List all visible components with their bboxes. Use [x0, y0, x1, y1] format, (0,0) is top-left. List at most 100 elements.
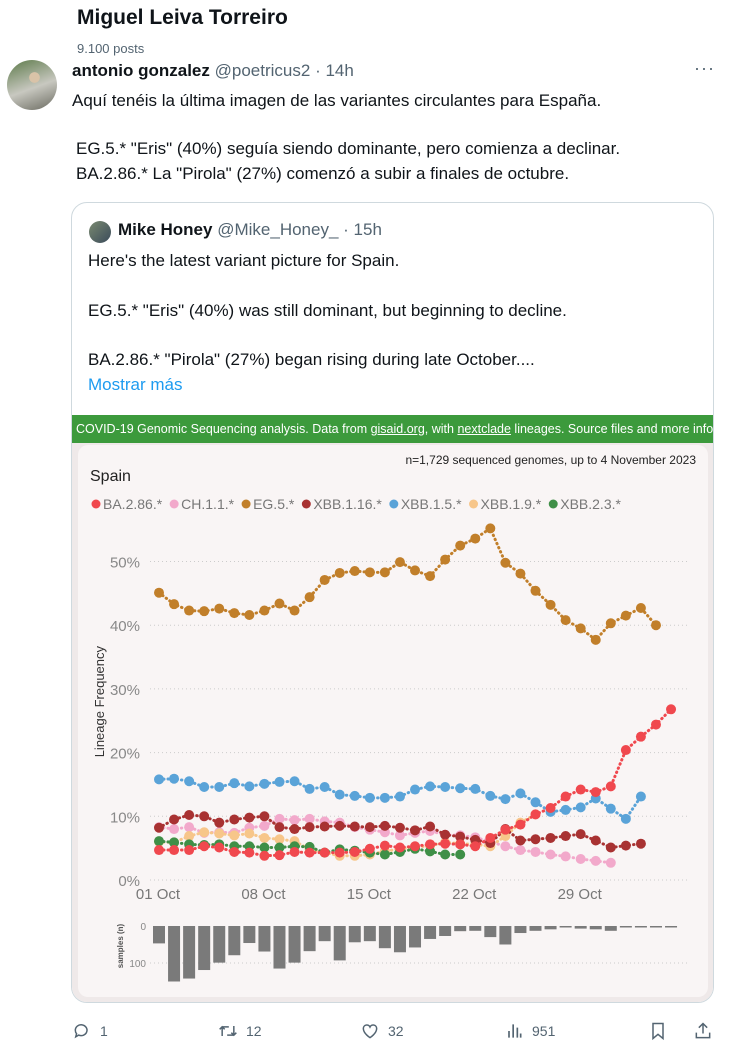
quote-author-name[interactable]: Mike Honey: [118, 220, 213, 239]
data-point: [485, 790, 496, 801]
series-line: [157, 839, 462, 857]
x-tick-label: 01 Oct: [136, 886, 181, 903]
quote-text-line: EG.5.* "Eris" (40%) was still dominant, …: [88, 301, 567, 320]
data-point: [154, 822, 164, 833]
quote-header: Mike Honey @Mike_Honey_ · 15h: [118, 220, 382, 240]
sample-bar: [318, 926, 331, 942]
data-point: [440, 829, 451, 840]
data-point: [425, 846, 436, 857]
reply-button[interactable]: 1: [72, 1021, 108, 1041]
tweet-header: antonio gonzalez @poetricus2 · 14h: [72, 61, 354, 81]
data-point: [364, 843, 375, 854]
y-tick-label: 0%: [118, 873, 140, 890]
data-point: [229, 778, 240, 789]
data-point: [575, 623, 586, 634]
data-point: [545, 832, 556, 843]
data-point: [229, 814, 240, 825]
gisaid-link: gisaid.org: [370, 422, 425, 436]
data-point: [199, 841, 210, 852]
data-point: [289, 824, 300, 835]
legend-label: XBB.1.16.*: [313, 496, 382, 512]
show-more-link[interactable]: Mostrar más: [88, 375, 183, 394]
author-name[interactable]: antonio gonzalez: [72, 61, 210, 80]
data-point: [214, 828, 225, 839]
data-point: [650, 719, 661, 730]
data-point: [169, 599, 180, 610]
quote-time[interactable]: · 15h: [343, 220, 382, 239]
data-point: [410, 825, 421, 836]
data-point: [605, 781, 616, 792]
data-point: [394, 557, 405, 568]
data-point: [364, 792, 375, 803]
views-button[interactable]: 951: [504, 1021, 555, 1041]
tweet-text-line: Aquí tenéis la última imagen de las vari…: [72, 91, 602, 110]
share-button[interactable]: [693, 1021, 713, 1041]
quoted-tweet[interactable]: Mike Honey @Mike_Honey_ · 15h Here's the…: [71, 202, 714, 1003]
data-point: [199, 781, 210, 792]
data-point: [635, 838, 646, 849]
data-point: [394, 822, 405, 833]
profile-name: Miguel Leiva Torreiro: [77, 6, 288, 29]
data-point: [620, 813, 631, 824]
series-line: [157, 526, 658, 642]
data-point: [515, 835, 526, 846]
series-line: [157, 813, 643, 850]
repost-button[interactable]: 12: [218, 1021, 262, 1041]
quote-author-handle[interactable]: @Mike_Honey_: [217, 220, 339, 239]
data-point: [635, 603, 646, 614]
reply-count: 1: [100, 1023, 108, 1039]
tweet-time[interactable]: · 14h: [315, 61, 354, 80]
y-tick-label: 30%: [110, 682, 140, 699]
data-point: [244, 610, 255, 621]
sample-bar: [348, 926, 361, 943]
sample-bar: [228, 926, 241, 956]
x-tick-label: 15 Oct: [347, 886, 392, 903]
data-point: [515, 568, 526, 579]
data-point: [425, 821, 436, 832]
data-point: [319, 847, 330, 858]
data-point: [635, 791, 646, 802]
data-point: [289, 776, 300, 787]
data-point: [229, 608, 240, 619]
heart-icon: [362, 1024, 378, 1039]
sample-bar: [288, 926, 301, 963]
data-point: [590, 835, 601, 846]
sample-bar: [559, 926, 572, 928]
like-button[interactable]: 32: [360, 1021, 404, 1041]
data-point: [304, 813, 315, 824]
data-point: [379, 820, 390, 831]
quote-avatar[interactable]: [89, 221, 111, 243]
banner-text: lineages. Source files and more info: [510, 422, 713, 436]
author-handle[interactable]: @poetricus2: [214, 61, 311, 80]
data-point: [620, 610, 631, 621]
data-point: [244, 847, 255, 858]
more-horizontal-icon[interactable]: ···: [694, 58, 715, 78]
data-point: [485, 523, 496, 534]
data-point: [364, 822, 375, 833]
data-point: [605, 857, 616, 868]
bookmark-button[interactable]: [648, 1021, 668, 1041]
sample-bar: [649, 926, 662, 928]
data-point: [214, 781, 225, 792]
data-point: [470, 841, 481, 852]
data-point: [184, 831, 195, 842]
sample-bar: [439, 926, 452, 936]
data-point: [274, 813, 285, 824]
sample-bar: [665, 926, 678, 928]
quote-text-line: BA.2.86.* "Pirola" (27%) began rising du…: [88, 350, 535, 369]
data-point: [590, 634, 601, 645]
chart-image[interactable]: COVID-19 Genomic Sequencing analysis. Da…: [72, 415, 713, 1002]
data-point: [274, 850, 285, 861]
avatar[interactable]: [7, 60, 57, 110]
y-tick-label: 20%: [110, 746, 140, 763]
data-point: [560, 791, 571, 802]
sample-bar: [544, 926, 557, 930]
banner-text: COVID-19 Genomic Sequencing analysis. Da…: [76, 422, 371, 436]
data-point: [590, 787, 601, 798]
data-point: [500, 557, 511, 568]
data-point: [379, 567, 390, 578]
data-point: [485, 832, 496, 843]
legend-label: EG.5.*: [253, 496, 295, 512]
data-point: [379, 840, 390, 851]
data-point: [334, 789, 345, 800]
